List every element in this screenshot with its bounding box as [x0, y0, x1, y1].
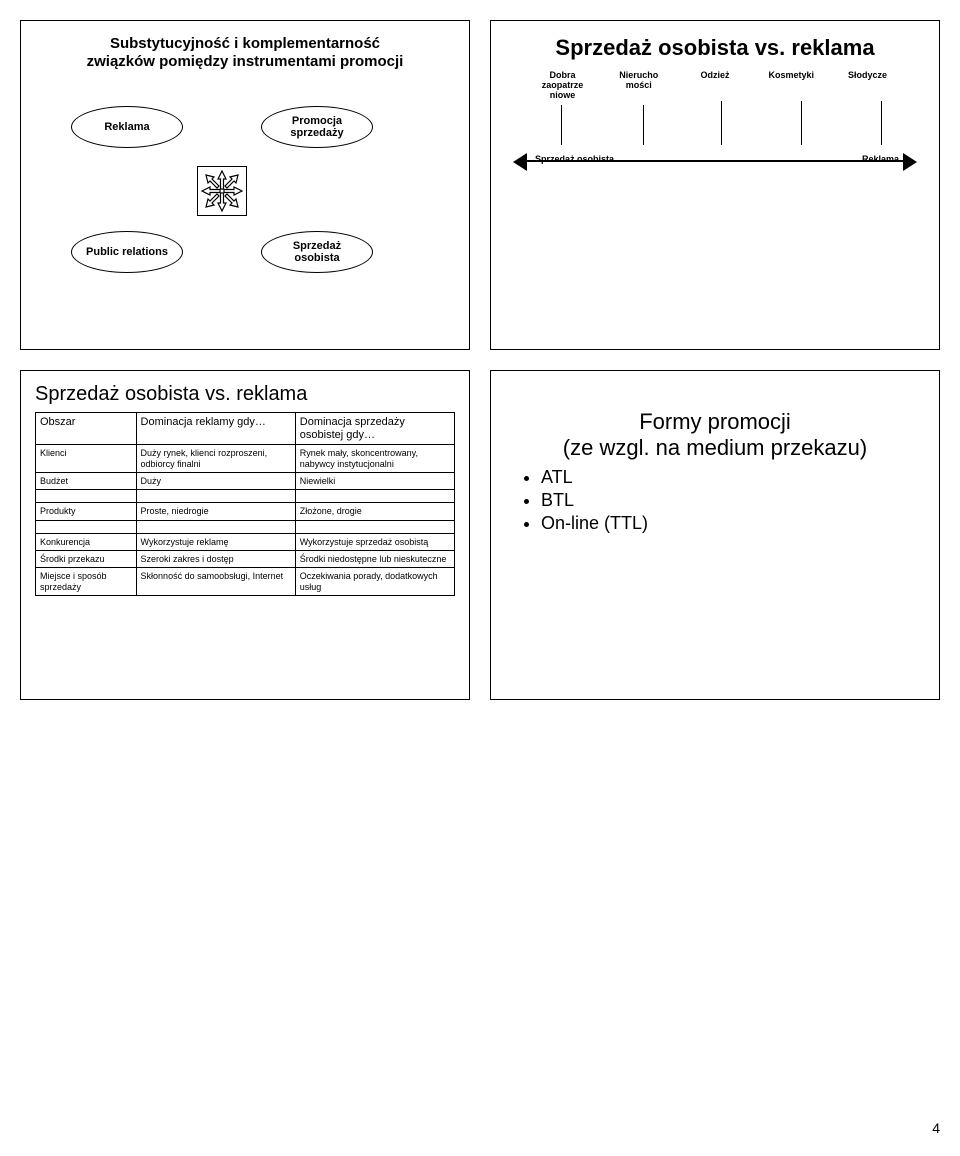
- table-row: Konkurencja Wykorzystuje reklamę Wykorzy…: [36, 533, 455, 550]
- list-item: ATL: [541, 467, 925, 488]
- bubble-reklama-label: Reklama: [104, 121, 149, 133]
- bubble-promocja-label: Promocja sprzedaży: [290, 115, 343, 139]
- category-item: Odzież: [688, 71, 743, 101]
- table-cell: Złożone, drogie: [295, 503, 454, 520]
- category-item: Dobra zaopatrze niowe: [535, 71, 590, 101]
- table-cell: Rynek mały, skoncentrowany, nabywcy inst…: [295, 445, 454, 473]
- bubble-promocja: Promocja sprzedaży: [261, 106, 373, 148]
- table-cell: Budżet: [36, 472, 137, 489]
- slide4-heading: Formy promocji (ze wzgl. na medium przek…: [505, 409, 925, 461]
- table-cell: Wykorzystuje reklamę: [136, 533, 295, 550]
- drop-line: [643, 105, 644, 145]
- table-row: Środki przekazu Szeroki zakres i dostęp …: [36, 551, 455, 568]
- table-cell: Środki przekazu: [36, 551, 137, 568]
- drop-line: [561, 105, 562, 145]
- table-cell: Oczekiwania porady, dodatkowych usług: [295, 568, 454, 596]
- slide4-list: ATL BTL On-line (TTL): [505, 467, 925, 534]
- double-arrow: Sprzedaż osobista Reklama: [513, 149, 917, 175]
- slide1-title: Substytucyjność i komplementarność związ…: [35, 35, 455, 71]
- table-cell: Duży: [136, 472, 295, 489]
- table-row: Produkty Proste, niedrogie Złożone, drog…: [36, 503, 455, 520]
- table-header-cell: Dominacja sprzedaży osobistej gdy…: [295, 413, 454, 445]
- table-cell: Skłonność do samoobsługi, Internet: [136, 568, 295, 596]
- slide1-title-line2: związków pomiędzy instrumentami promocji: [87, 53, 404, 70]
- category-item: Słodycze: [840, 71, 895, 101]
- spectrum: Dobra zaopatrze niowe Nierucho mości Odz…: [505, 71, 925, 191]
- slide4-heading-line1: Formy promocji: [639, 409, 791, 434]
- category-item: Nierucho mości: [611, 71, 666, 101]
- arrow-left-head-icon: [513, 153, 527, 171]
- list-item: On-line (TTL): [541, 513, 925, 534]
- table-cell: Niewielki: [295, 472, 454, 489]
- slide-2: Sprzedaż osobista vs. reklama Dobra zaop…: [490, 20, 940, 350]
- table-cell: Wykorzystuje sprzedaż osobistą: [295, 533, 454, 550]
- table-row: Miejsce i sposób sprzedaży Skłonność do …: [36, 568, 455, 596]
- slide2-title: Sprzedaż osobista vs. reklama: [505, 35, 925, 61]
- center-arrows-icon: [197, 166, 247, 216]
- bubble-so-label: Sprzedaż osobista: [293, 240, 341, 264]
- bubble-reklama: Reklama: [71, 106, 183, 148]
- table-cell: Produkty: [36, 503, 137, 520]
- arrow-label-right: Reklama: [862, 154, 899, 164]
- table-header-row: Obszar Dominacja reklamy gdy… Dominacja …: [36, 413, 455, 445]
- bubble-sprzedaz-osobista: Sprzedaż osobista: [261, 231, 373, 273]
- table-cell: Szeroki zakres i dostęp: [136, 551, 295, 568]
- table-header-cell: Obszar: [36, 413, 137, 445]
- table-cell: Proste, niedrogie: [136, 503, 295, 520]
- bubble-public-relations: Public relations: [71, 231, 183, 273]
- slide-4: Formy promocji (ze wzgl. na medium przek…: [490, 370, 940, 700]
- drop-line: [881, 101, 882, 145]
- table-cell: Duży rynek, klienci rozproszeni, odbiorc…: [136, 445, 295, 473]
- table-cell: Środki niedostępne lub nieskuteczne: [295, 551, 454, 568]
- arrow-right-head-icon: [903, 153, 917, 171]
- table-header-cell: Dominacja reklamy gdy…: [136, 413, 295, 445]
- category-item: Kosmetyki: [764, 71, 819, 101]
- list-item: BTL: [541, 490, 925, 511]
- slide-1: Substytucyjność i komplementarność związ…: [20, 20, 470, 350]
- category-row: Dobra zaopatrze niowe Nierucho mości Odz…: [505, 71, 925, 101]
- slide3-title: Sprzedaż osobista vs. reklama: [35, 383, 455, 406]
- slide4-heading-line2: (ze wzgl. na medium przekazu): [563, 435, 867, 460]
- comparison-table: Obszar Dominacja reklamy gdy… Dominacja …: [35, 412, 455, 596]
- table-cell: Konkurencja: [36, 533, 137, 550]
- table-cell: Miejsce i sposób sprzedaży: [36, 568, 137, 596]
- table-row: Klienci Duży rynek, klienci rozproszeni,…: [36, 445, 455, 473]
- table-cell: Klienci: [36, 445, 137, 473]
- bubble-pr-label: Public relations: [86, 246, 168, 258]
- slide-3: Sprzedaż osobista vs. reklama Obszar Dom…: [20, 370, 470, 700]
- arrow-label-left: Sprzedaż osobista: [535, 154, 614, 164]
- drop-line: [721, 101, 722, 145]
- slide1-title-line1: Substytucyjność i komplementarność: [110, 35, 380, 52]
- drop-line: [801, 101, 802, 145]
- table-row: Budżet Duży Niewielki: [36, 472, 455, 489]
